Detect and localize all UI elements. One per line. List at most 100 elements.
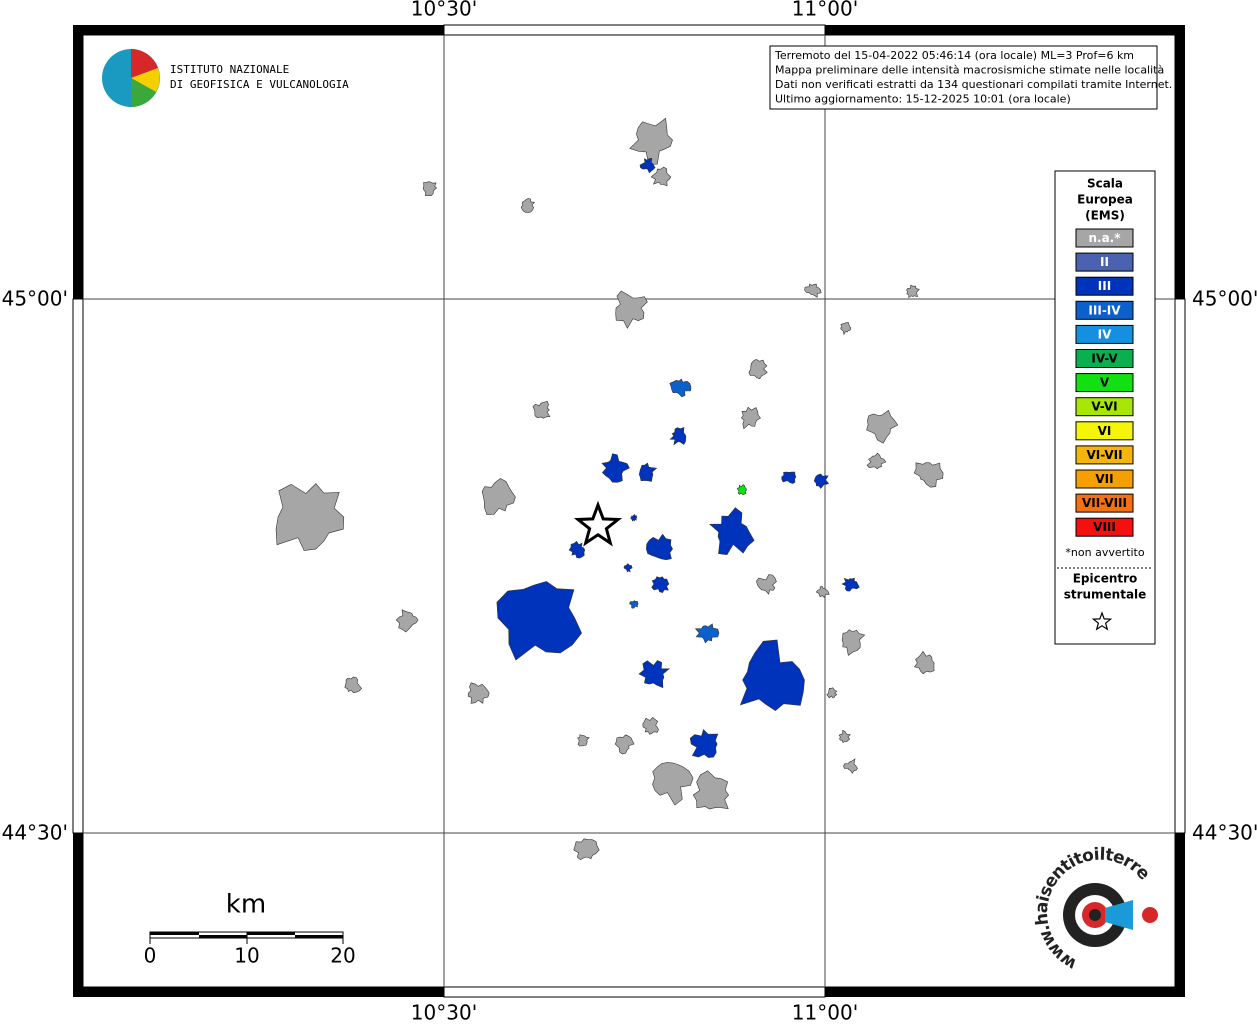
legend-star <box>1091 611 1113 631</box>
logo-beam <box>1105 900 1133 930</box>
municipality <box>694 623 720 644</box>
scale-segment <box>150 932 199 935</box>
municipality <box>275 483 345 551</box>
legend-swatch <box>1075 469 1134 489</box>
legend-label: II <box>1100 255 1109 269</box>
frame-segment <box>1174 298 1186 834</box>
frame-segment <box>443 24 826 36</box>
municipality <box>630 514 638 522</box>
frame-segment <box>443 986 826 998</box>
municipality <box>689 729 719 758</box>
logo-text: DI GEOFISICA E VULCANOLOGIA <box>170 78 349 91</box>
legend-swatch <box>1075 517 1134 537</box>
municipality <box>843 758 858 774</box>
logo-dot <box>1142 907 1158 923</box>
legend-title: (EMS) <box>1085 209 1125 223</box>
municipality <box>841 629 866 656</box>
info-line: Ultimo aggiornamento: 15-12-2025 10:01 (… <box>775 93 1071 106</box>
legend-note: *non avvertito <box>1065 546 1144 559</box>
municipality <box>629 117 673 165</box>
legend-label: IV <box>1098 327 1112 341</box>
municipality <box>638 660 671 689</box>
legend-label: VII-VIII <box>1082 496 1127 510</box>
municipality <box>568 540 586 559</box>
legend-swatch <box>1075 252 1134 272</box>
lat-label: 45°00' <box>2 287 68 311</box>
legend-title: Scala <box>1087 177 1123 191</box>
legend-label: V-VI <box>1091 400 1117 414</box>
legend-swatch <box>1075 421 1134 441</box>
municipality <box>841 577 860 592</box>
lon-label: 10°30' <box>411 0 477 21</box>
legend-label: VIII <box>1093 520 1116 534</box>
municipality <box>692 770 729 810</box>
logo-sector <box>131 68 160 92</box>
municipality <box>520 198 535 213</box>
municipality <box>913 462 944 488</box>
municipality <box>740 406 761 430</box>
municipality <box>709 507 755 556</box>
legend-swatch <box>1075 373 1134 393</box>
legend-swatch <box>1075 324 1134 344</box>
municipality <box>669 378 692 398</box>
scale-unit: km <box>226 890 266 920</box>
info-box <box>769 45 1158 110</box>
lon-label: 11°00' <box>792 1001 858 1024</box>
legend-swatch <box>1075 493 1134 513</box>
logo-sector <box>131 78 156 107</box>
legend-swatch <box>1075 349 1134 368</box>
ingv-logo: ISTITUTO NAZIONALE DI GEOFISICA E VULCAN… <box>102 49 349 107</box>
municipality <box>736 484 747 496</box>
legend-swatch <box>1075 445 1134 465</box>
municipalities <box>275 117 944 861</box>
municipality <box>623 563 633 573</box>
lon-label: 10°30' <box>411 1001 477 1024</box>
municipality <box>650 166 672 187</box>
legend-swatch <box>1075 276 1134 296</box>
municipality <box>756 574 777 595</box>
lat-label: 45°00' <box>1192 287 1257 311</box>
municipality <box>815 585 830 598</box>
lat-label: 44°30' <box>1192 821 1257 845</box>
frame-segment <box>72 298 84 834</box>
municipality <box>481 478 516 515</box>
municipality <box>395 609 419 633</box>
municipality <box>748 358 768 380</box>
municipality <box>467 682 490 704</box>
municipality <box>344 676 362 694</box>
logo-text: ISTITUTO NAZIONALE <box>170 63 289 76</box>
municipality <box>840 321 852 336</box>
municipality <box>645 533 673 561</box>
municipality <box>669 426 687 446</box>
legend-epicenter: strumentale <box>1064 588 1147 602</box>
municipality <box>804 283 822 298</box>
legend-label: V <box>1100 376 1110 390</box>
legend-epicenter: Epicentro <box>1073 572 1138 586</box>
info-line: Terremoto del 15-04-2022 05:46:14 (ora l… <box>774 49 1134 62</box>
municipality <box>573 838 600 861</box>
scale-segment <box>295 935 343 938</box>
municipality <box>913 650 935 675</box>
scale-label: 20 <box>330 944 355 968</box>
legend-swatch <box>1075 228 1134 248</box>
map-area <box>82 34 1176 988</box>
municipality <box>838 729 851 743</box>
municipality <box>577 734 590 747</box>
municipality <box>651 576 670 593</box>
legend-label: III-IV <box>1088 303 1121 317</box>
municipality <box>866 452 887 470</box>
municipality <box>781 471 797 484</box>
legend-label: IV-V <box>1091 352 1118 366</box>
legend-label: III <box>1098 279 1111 293</box>
logo-sector <box>131 49 158 78</box>
municipality <box>614 734 635 755</box>
legend-label: VII <box>1095 472 1113 486</box>
legend-label: VI-VII <box>1086 448 1122 462</box>
municipality <box>532 400 551 419</box>
info-line: Mappa preliminare delle intensità macros… <box>775 64 1164 77</box>
municipality <box>739 639 805 711</box>
legend-swatch <box>1075 397 1134 417</box>
info-line: Dati non verificati estratti da 134 ques… <box>775 78 1172 91</box>
logo-ring <box>1089 909 1101 921</box>
municipality <box>496 581 582 661</box>
